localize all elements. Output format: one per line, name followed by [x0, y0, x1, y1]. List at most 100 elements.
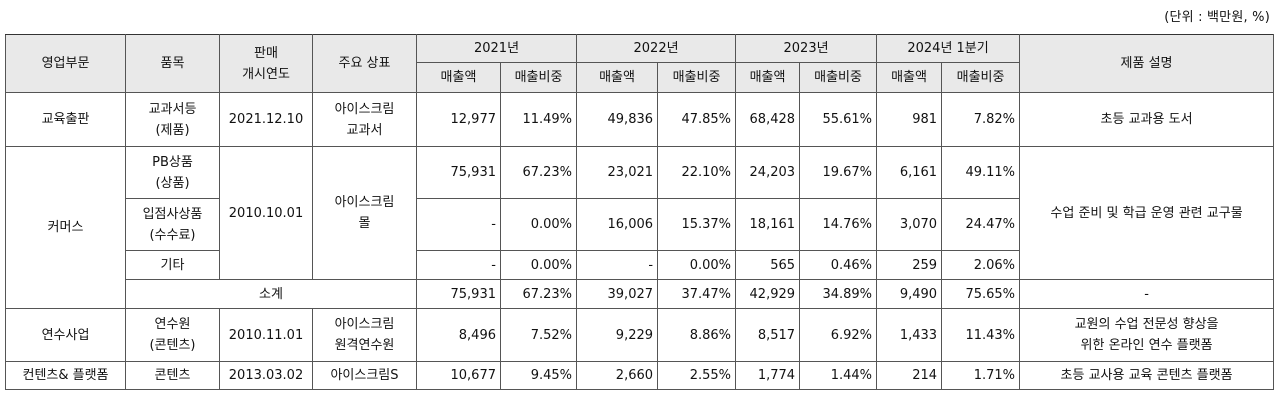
item-line1: PB상품	[152, 154, 193, 170]
sales-2022-cell: -	[576, 250, 659, 280]
sales-2022-cell: 49,836	[576, 92, 659, 147]
ratio-2023-cell: 55.61%	[799, 92, 878, 147]
sales-2023-cell: 24,203	[735, 146, 801, 199]
launch-cell: 2010.11.01	[219, 308, 313, 362]
sales-2021-cell: 75,931	[416, 279, 501, 309]
ratio-2024q1-cell: 7.82%	[941, 92, 1021, 147]
sales-2023-cell: 42,929	[735, 279, 801, 309]
ratio-2023-cell: 34.89%	[799, 279, 878, 309]
segment-cell: 교육출판	[5, 92, 126, 147]
ratio-2021-cell: 67.23%	[499, 146, 578, 199]
header-launch-year: 판매 개시연도	[219, 34, 313, 93]
sales-2021-cell: -	[416, 250, 501, 280]
brand-cell: 아이스크림 몰	[312, 146, 417, 280]
item-line1: 교과서등	[148, 101, 197, 117]
sales-2024q1-cell: 259	[876, 250, 943, 280]
header-item: 품목	[125, 34, 220, 93]
ratio-2024q1-cell: 11.43%	[941, 308, 1021, 362]
table-row: 연수사업 연수원 (콘텐츠) 2010.11.01 아이스크림 원격연수원 8,…	[5, 308, 1275, 362]
sales-2022-cell: 23,021	[576, 146, 659, 199]
item-line2: (제품)	[155, 122, 190, 138]
table-row: 기타 - 0.00% - 0.00% 565 0.46% 259 2.06%	[6, 250, 1274, 280]
sales-2024q1-cell: 9,490	[876, 279, 943, 309]
segment-cell: 연수사업	[5, 308, 126, 362]
description-cell: 초등 교과용 도서	[1019, 92, 1275, 147]
ratio-2022-cell: 8.86%	[657, 308, 737, 362]
sales-2021-cell: 75,931	[416, 146, 501, 199]
header-sales-2021: 매출액	[416, 62, 501, 93]
item-line1: 입점사상품	[142, 206, 203, 222]
ratio-2024q1-cell: 24.47%	[941, 198, 1021, 251]
item-cell: 연수원 (콘텐츠)	[125, 308, 220, 362]
sales-2022-cell: 16,006	[576, 198, 659, 251]
item-line2: (콘텐츠)	[149, 338, 196, 353]
subtotal-label: 소계	[125, 279, 417, 309]
segment-cell: 컨텐츠& 플랫폼	[5, 361, 126, 390]
sales-2021-cell: 10,677	[416, 361, 501, 390]
sales-2021-cell: 12,977	[416, 92, 501, 147]
description-cell: -	[1019, 279, 1275, 309]
description-line1: 교원의 수업 전문성 향상을	[1074, 317, 1219, 332]
ratio-2023-cell: 6.92%	[799, 308, 878, 362]
ratio-2024q1-cell: 49.11%	[941, 146, 1021, 199]
ratio-2022-cell: 2.55%	[657, 361, 737, 390]
sales-2023-cell: 565	[735, 250, 801, 280]
header-sales-2022: 매출액	[576, 62, 659, 93]
sales-2023-cell: 8,517	[735, 308, 801, 362]
sales-2024q1-cell: 3,070	[876, 198, 943, 251]
header-segment: 영업부문	[5, 34, 126, 93]
sales-table: 영업부문 품목 판매 개시연도 주요 상표 2021년 2022년 2023년 …	[5, 34, 1275, 390]
sales-2022-cell: 39,027	[576, 279, 659, 309]
table-row: 입점사상품 (수수료) - 0.00% 16,006 15.37% 18,161…	[6, 198, 1274, 251]
ratio-2021-cell: 9.45%	[499, 361, 578, 390]
brand-line1: 아이스크림	[334, 317, 395, 332]
brand-line2: 교과서	[346, 122, 383, 138]
header-ratio-2024q1: 매출비중	[941, 62, 1021, 93]
brand-cell: 아이스크림 원격연수원	[312, 308, 417, 362]
ratio-2023-cell: 1.44%	[799, 361, 878, 390]
description-cell: 교원의 수업 전문성 향상을 위한 온라인 연수 플랫폼	[1019, 308, 1275, 362]
table-row: 커머스 PB상품 (상품) 2010.10.01 아이스크림 몰 75,931 …	[5, 146, 1275, 309]
item-cell: 입점사상품 (수수료)	[125, 198, 220, 251]
description-cell: 초등 교사용 교육 콘텐츠 플랫폼	[1019, 361, 1275, 390]
launch-cell: 2013.03.02	[219, 361, 313, 390]
header-year-2024q1: 2024년 1분기	[876, 34, 1021, 63]
sales-2023-cell: 1,774	[735, 361, 801, 390]
ratio-2023-cell: 19.67%	[799, 146, 878, 199]
ratio-2022-cell: 15.37%	[657, 198, 737, 251]
ratio-2022-cell: 47.85%	[657, 92, 737, 147]
header-launch-line2: 개시연도	[242, 66, 290, 82]
sales-2021-cell: -	[416, 198, 501, 251]
item-cell: 기타	[125, 250, 220, 280]
ratio-2022-cell: 37.47%	[657, 279, 737, 309]
header-sales-2023: 매출액	[735, 62, 801, 93]
item-cell: 콘텐츠	[125, 361, 220, 390]
header-year-2023: 2023년	[735, 34, 878, 63]
ratio-2024q1-cell: 75.65%	[941, 279, 1021, 309]
item-line2: (상품)	[155, 175, 190, 191]
sales-2023-cell: 68,428	[735, 92, 801, 147]
launch-cell: 2010.10.01	[219, 146, 313, 280]
item-cell: PB상품 (상품)	[125, 146, 220, 199]
unit-label: (단위 : 백만원, %)	[1164, 10, 1270, 25]
header-ratio-2022: 매출비중	[657, 62, 737, 93]
ratio-2022-cell: 0.00%	[657, 250, 737, 280]
sales-2023-cell: 18,161	[735, 198, 801, 251]
description-line2: 위한 온라인 연수 플랫폼	[1080, 338, 1213, 353]
ratio-2023-cell: 14.76%	[799, 198, 878, 251]
item-line1: 연수원	[154, 317, 191, 332]
item-line2: (수수료)	[149, 227, 196, 243]
brand-line2: 원격연수원	[334, 338, 395, 353]
ratio-2021-cell: 0.00%	[499, 198, 578, 251]
ratio-2022-cell: 22.10%	[657, 146, 737, 199]
header-sales-2024q1: 매출액	[876, 62, 943, 93]
sales-2024q1-cell: 6,161	[876, 146, 943, 199]
ratio-2023-cell: 0.46%	[799, 250, 878, 280]
table-row: 컨텐츠& 플랫폼 콘텐츠 2013.03.02 아이스크림S 10,677 9.…	[5, 361, 1275, 390]
header-year-2022: 2022년	[576, 34, 737, 63]
header-launch-line1: 판매	[254, 45, 278, 61]
ratio-2021-cell: 0.00%	[499, 250, 578, 280]
header-ratio-2021: 매출비중	[499, 62, 578, 93]
header-ratio-2023: 매출비중	[799, 62, 878, 93]
ratio-2024q1-cell: 1.71%	[941, 361, 1021, 390]
